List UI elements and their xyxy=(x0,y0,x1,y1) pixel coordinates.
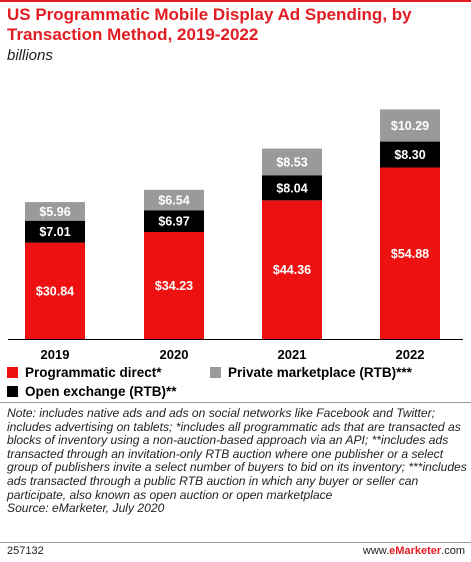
legend-item-open-exchange: Open exchange (RTB)** xyxy=(7,384,177,399)
legend-item-programmatic-direct: Programmatic direct* xyxy=(7,365,162,380)
legend-item-private-marketplace: Private marketplace (RTB)*** xyxy=(210,365,412,380)
data-label: $5.96 xyxy=(39,205,70,219)
bar-segment xyxy=(262,200,322,339)
bar-segment xyxy=(144,210,204,233)
legend-swatch xyxy=(7,386,18,397)
x-tick-label: 2022 xyxy=(396,347,425,360)
bar-segment xyxy=(25,220,85,243)
data-label: $34.23 xyxy=(155,279,193,293)
stacked-bar-chart: $30.84 $7.01 $5.96 2019 $34.23 $6.97 $6.54 2020… xyxy=(8,109,463,360)
brand-link[interactable]: www.eMarketer.com xyxy=(363,545,465,557)
data-label: $44.36 xyxy=(273,263,311,277)
bar-segment xyxy=(144,189,204,211)
legend-swatch xyxy=(7,367,18,378)
bar-segment xyxy=(25,242,85,339)
legend-label: Private marketplace (RTB)*** xyxy=(228,365,412,380)
legend-swatch xyxy=(210,367,221,378)
chart-title: US Programmatic Mobile Display Ad Spendi… xyxy=(7,5,412,44)
bar-segment xyxy=(380,167,440,339)
footer-divider xyxy=(0,542,471,543)
bar-segment xyxy=(380,141,440,168)
data-label: $30.84 xyxy=(36,284,74,298)
chart-id: 257132 xyxy=(7,545,44,557)
data-label: $6.54 xyxy=(158,194,189,208)
divider xyxy=(0,402,471,403)
brand-suffix: .com xyxy=(441,545,465,557)
data-label: $8.04 xyxy=(276,181,307,195)
chart-note: Note: includes native ads and ads on soc… xyxy=(7,406,467,516)
note-text: Note: includes native ads and ads on soc… xyxy=(7,406,467,502)
x-tick-label: 2020 xyxy=(160,347,189,360)
source-text: Source: eMarketer, July 2020 xyxy=(7,501,165,516)
x-tick-label: 2021 xyxy=(278,347,307,360)
data-label: $54.88 xyxy=(391,247,429,261)
brand-prefix: www. xyxy=(362,545,390,557)
data-label: $8.53 xyxy=(276,155,307,169)
bar-segment xyxy=(262,175,322,201)
data-label: $8.30 xyxy=(394,148,425,162)
bar-segment xyxy=(25,202,85,221)
x-tick-label: 2019 xyxy=(41,347,70,360)
legend-label: Open exchange (RTB)** xyxy=(25,384,177,399)
brand-name: eMarketer xyxy=(389,545,442,557)
data-label: $10.29 xyxy=(391,119,429,133)
top-accent-line xyxy=(0,0,471,2)
bar-segment xyxy=(262,148,322,176)
legend-label: Programmatic direct* xyxy=(25,365,162,380)
data-label: $6.97 xyxy=(158,215,189,229)
data-label: $7.01 xyxy=(39,225,70,239)
chart-subtitle: billions xyxy=(7,47,53,64)
bar-segment xyxy=(380,109,440,142)
bar-segment xyxy=(144,232,204,339)
